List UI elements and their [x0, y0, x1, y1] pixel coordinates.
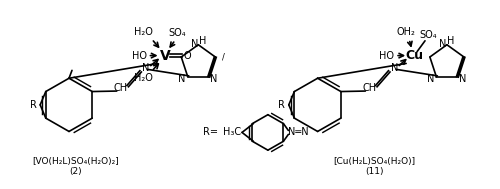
Text: CH: CH [114, 83, 128, 93]
Text: H₃C: H₃C [223, 127, 241, 137]
Text: N: N [390, 63, 398, 73]
Text: N: N [439, 39, 446, 49]
Text: N: N [190, 39, 198, 49]
Text: Cu: Cu [405, 49, 423, 62]
Text: N: N [210, 74, 218, 84]
Text: H: H [447, 36, 454, 46]
Text: (11): (11) [365, 167, 384, 176]
Text: CH: CH [362, 83, 376, 93]
Text: N: N [178, 74, 186, 84]
Text: H₂O: H₂O [134, 27, 153, 37]
Text: N═N: N═N [288, 127, 308, 137]
Text: (2): (2) [70, 167, 82, 176]
Text: SO₄: SO₄ [419, 30, 437, 40]
Text: N: N [142, 63, 150, 73]
Text: HO: HO [132, 51, 147, 61]
Text: /: / [222, 53, 224, 61]
Text: O: O [184, 51, 191, 61]
Text: N: N [426, 74, 434, 84]
Text: [VO(H₂L)SO₄(H₂O)₂]: [VO(H₂L)SO₄(H₂O)₂] [32, 156, 120, 166]
Text: R: R [30, 100, 36, 110]
Text: SO₄: SO₄ [168, 28, 186, 38]
Text: R: R [278, 100, 285, 110]
Text: N: N [458, 74, 466, 84]
Text: V: V [160, 49, 171, 63]
Text: H: H [198, 36, 206, 46]
Text: H₂O: H₂O [134, 73, 153, 83]
Text: R=: R= [202, 127, 218, 137]
Text: [Cu(H₂L)SO₄(H₂O)]: [Cu(H₂L)SO₄(H₂O)] [333, 156, 415, 166]
Text: HO: HO [378, 51, 394, 61]
Text: OH₂: OH₂ [396, 27, 415, 37]
